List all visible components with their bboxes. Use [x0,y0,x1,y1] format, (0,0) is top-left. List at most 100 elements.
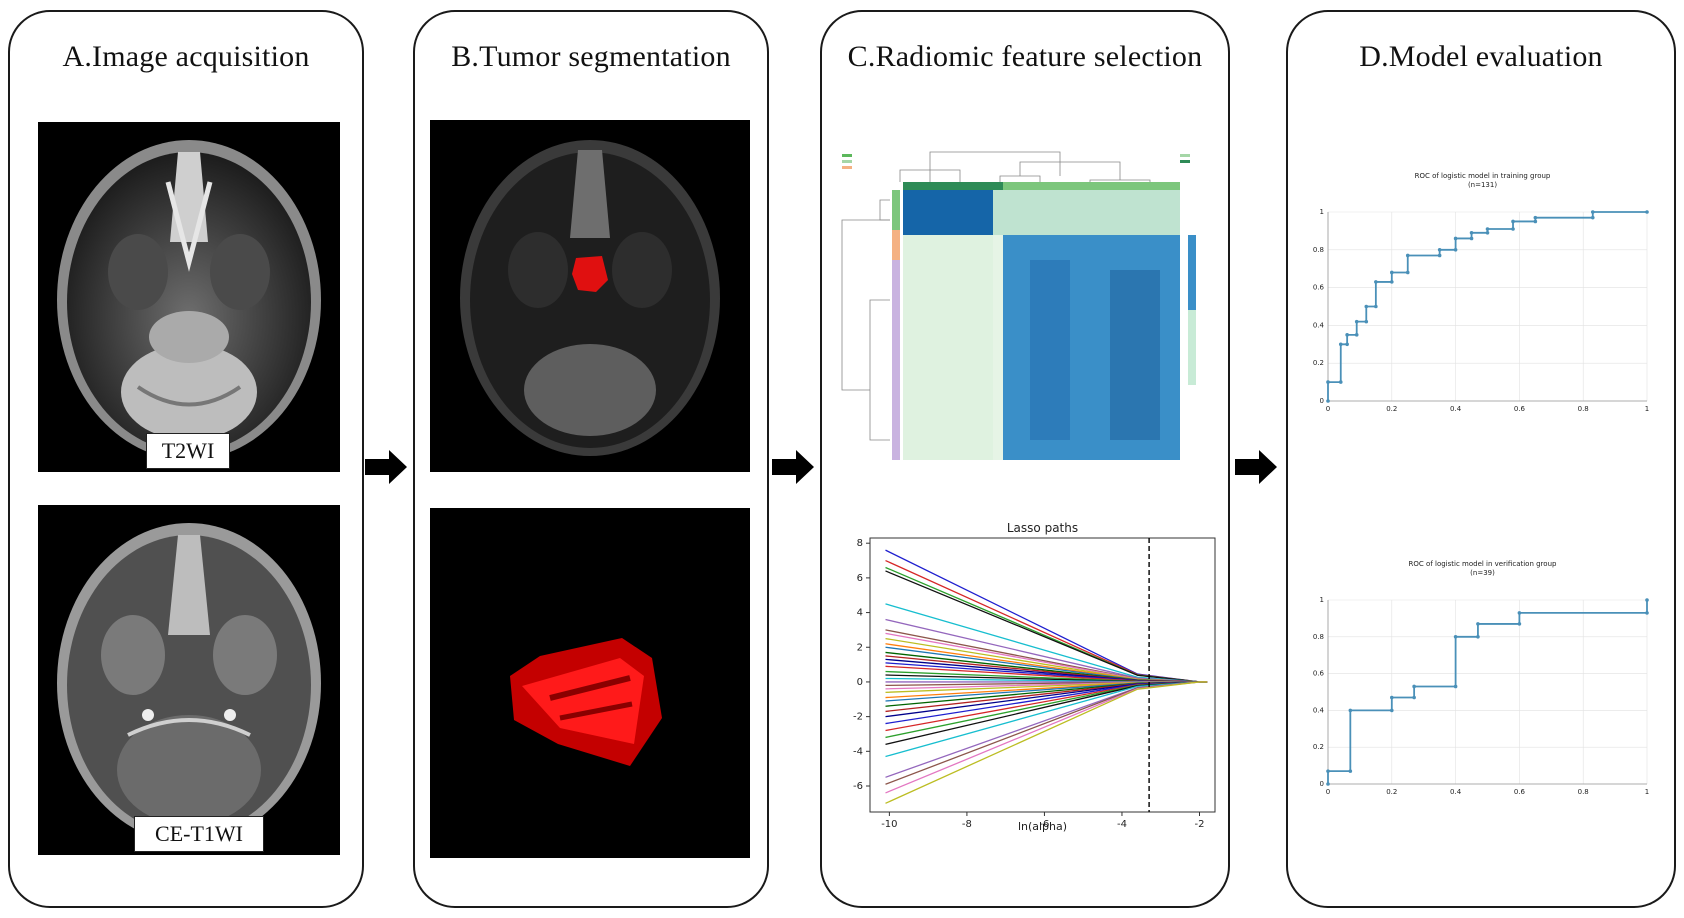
lasso-ytick-label: 6 [857,573,863,584]
roc-point [1645,598,1649,602]
roc-point [1348,769,1353,773]
lasso-ytick-label: 0 [857,677,863,688]
ce-t1wi-label: CE-T1WI [134,816,264,852]
roc-point [1511,227,1515,231]
roc-ytick-label: 0.4 [1313,321,1325,329]
roc-point [1437,248,1442,252]
lasso-xlabel: ln(alpha) [1018,820,1067,833]
column-dendrogram [899,151,1151,182]
roc-xtick-label: 0.6 [1514,788,1526,796]
roc-point [1453,684,1458,689]
roc-point [1453,236,1458,241]
lasso-ytick-label: -6 [853,781,863,792]
t2wi-label: T2WI [146,433,230,469]
roc-xtick-label: 1 [1645,405,1649,413]
row-annotation-bar [892,190,900,460]
lasso-paths-chart: Lasso paths ln(alpha) -10 -8 -6 -4 -2 8 6 4 2 0 -2 -4… [830,520,1225,835]
roc-validation-chart: ROC of logistic model in verification gr… [1310,556,1655,806]
roc-ytick-label: 0 [1320,780,1324,788]
roc-xtick-label: 0 [1326,405,1330,413]
roc-xtick-label: 0.2 [1386,405,1397,413]
roc-training-chart: ROC of logistic model in training group(… [1310,168,1655,423]
roc-point [1345,333,1349,337]
roc-point [1405,253,1410,258]
roc-point [1326,782,1330,786]
roc-title: ROC of logistic model in verification gr… [1409,560,1557,568]
roc-point [1390,270,1394,275]
lasso-ytick-label: -4 [853,746,863,757]
roc-point [1374,280,1378,284]
roc-point [1590,210,1595,214]
lasso-xtick-label: -4 [1117,819,1127,830]
clustered-heatmap [830,140,1225,470]
roc-point [1476,635,1480,639]
roc-curve [1327,600,1648,784]
roc-xtick-label: 0 [1326,788,1330,796]
lasso-ytick-label: -2 [853,712,863,723]
roc-point [1517,611,1522,615]
roc-title: ROC of logistic model in training group [1415,172,1551,180]
roc-point [1412,695,1416,700]
segmentation-mri-image [430,120,750,472]
ce-t1wi-mri-image [38,505,340,855]
arrow-right-icon [1235,450,1277,484]
roc-point [1469,236,1474,241]
roc-point [1345,342,1349,347]
roc-xtick-label: 0.6 [1514,405,1526,413]
lasso-ytick-label: 4 [857,608,863,619]
roc-point [1364,304,1369,309]
roc-point [1485,230,1490,235]
panel-a-title: A.Image acquisition [62,40,310,73]
arrow-right-icon [365,450,407,484]
lasso-ytick-label: 8 [857,538,863,549]
roc-point [1533,215,1538,220]
lasso-ytick-label: 2 [857,642,863,653]
roc-point [1390,695,1394,700]
roc-ytick-label: 1 [1320,596,1324,604]
roc-ytick-label: 0.8 [1313,633,1324,641]
roc-point [1354,319,1359,324]
roc-point [1437,253,1442,258]
roc-point [1364,319,1369,324]
roc-point [1348,708,1353,713]
roc-ytick-label: 1 [1320,208,1324,216]
roc-point [1338,380,1343,384]
roc-point [1476,622,1480,626]
roc-point [1326,769,1330,773]
panel-b-title: B.Tumor segmentation [451,40,731,73]
roc-point [1453,635,1458,639]
roc-xtick-label: 1 [1645,788,1649,796]
roc-point [1511,219,1515,224]
roc-ytick-label: 0.8 [1313,246,1324,254]
roc-point [1645,611,1649,615]
roc-ytick-label: 0.2 [1313,359,1324,367]
lasso-xtick-label: -6 [1039,819,1049,830]
roc-point [1645,210,1649,214]
lasso-xtick-label: -8 [962,819,972,830]
roc-ytick-label: 0 [1320,397,1324,405]
roc-point [1326,380,1330,384]
roc-xtick-label: 0.4 [1450,788,1462,796]
roc-point [1390,708,1394,713]
lasso-path-line [885,681,1208,804]
roc-subtitle: (n=39) [1470,569,1495,577]
roc-point [1590,215,1595,220]
lasso-xtick-label: -2 [1195,819,1205,830]
roc-point [1326,399,1330,403]
roc-point [1533,219,1538,224]
panel-d-title: D.Model evaluation [1359,40,1603,73]
roc-xtick-label: 0.4 [1450,405,1462,413]
panel-c-title: C.Radiomic feature selection [847,40,1203,73]
roc-point [1374,304,1378,309]
roc-point [1412,684,1416,689]
tumor-3d-render [430,508,750,858]
roc-subtitle: (n=131) [1468,181,1497,189]
roc-point [1517,622,1522,626]
roc-point [1469,230,1474,235]
roc-ytick-label: 0.6 [1313,284,1325,292]
roc-point [1390,280,1394,284]
roc-point [1405,270,1410,275]
roc-point [1354,333,1359,337]
row-dendrogram [841,199,890,441]
tumor-mask [572,256,608,292]
